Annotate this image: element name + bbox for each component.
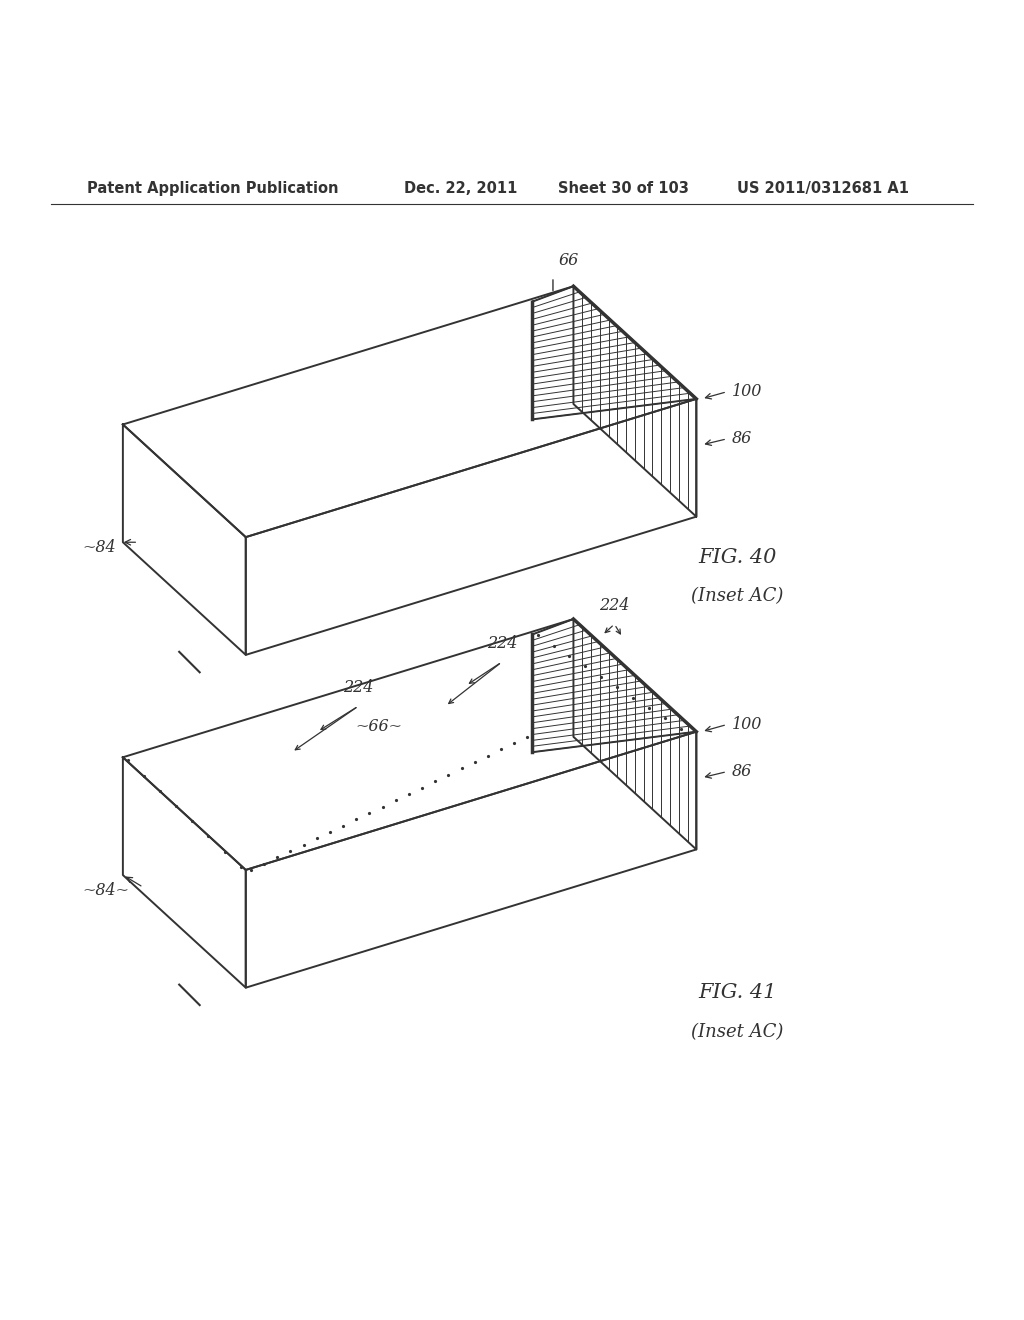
Text: US 2011/0312681 A1: US 2011/0312681 A1 <box>737 181 909 197</box>
Text: 100: 100 <box>732 715 763 733</box>
Text: Patent Application Publication: Patent Application Publication <box>87 181 339 197</box>
Text: ~84: ~84 <box>82 539 116 556</box>
Text: 66: 66 <box>558 252 579 269</box>
Text: 224: 224 <box>486 635 517 652</box>
Text: Sheet 30 of 103: Sheet 30 of 103 <box>558 181 689 197</box>
Text: FIG. 40: FIG. 40 <box>698 548 776 568</box>
Text: Dec. 22, 2011: Dec. 22, 2011 <box>404 181 518 197</box>
Text: ~66~: ~66~ <box>355 718 402 735</box>
Text: 86: 86 <box>732 430 753 447</box>
Text: 224: 224 <box>599 597 630 614</box>
Text: 224: 224 <box>343 678 374 696</box>
Text: 100: 100 <box>732 383 763 400</box>
Text: (Inset AC): (Inset AC) <box>691 1023 783 1040</box>
Text: FIG. 41: FIG. 41 <box>698 983 776 1002</box>
Text: (Inset AC): (Inset AC) <box>691 587 783 606</box>
Text: 86: 86 <box>732 763 753 780</box>
Text: ~84~: ~84~ <box>82 882 129 899</box>
